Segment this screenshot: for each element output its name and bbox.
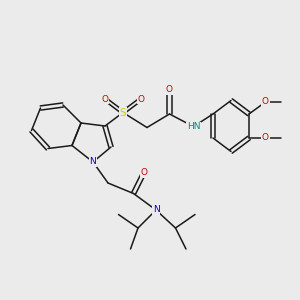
Text: O: O — [101, 94, 109, 103]
Text: O: O — [140, 168, 148, 177]
Text: O: O — [166, 85, 173, 94]
Text: O: O — [262, 134, 269, 142]
Text: S: S — [120, 107, 126, 118]
Text: O: O — [137, 94, 145, 103]
Text: N: N — [90, 158, 96, 166]
Text: N: N — [153, 206, 159, 214]
Text: HN: HN — [187, 122, 200, 131]
Text: O: O — [262, 98, 269, 106]
